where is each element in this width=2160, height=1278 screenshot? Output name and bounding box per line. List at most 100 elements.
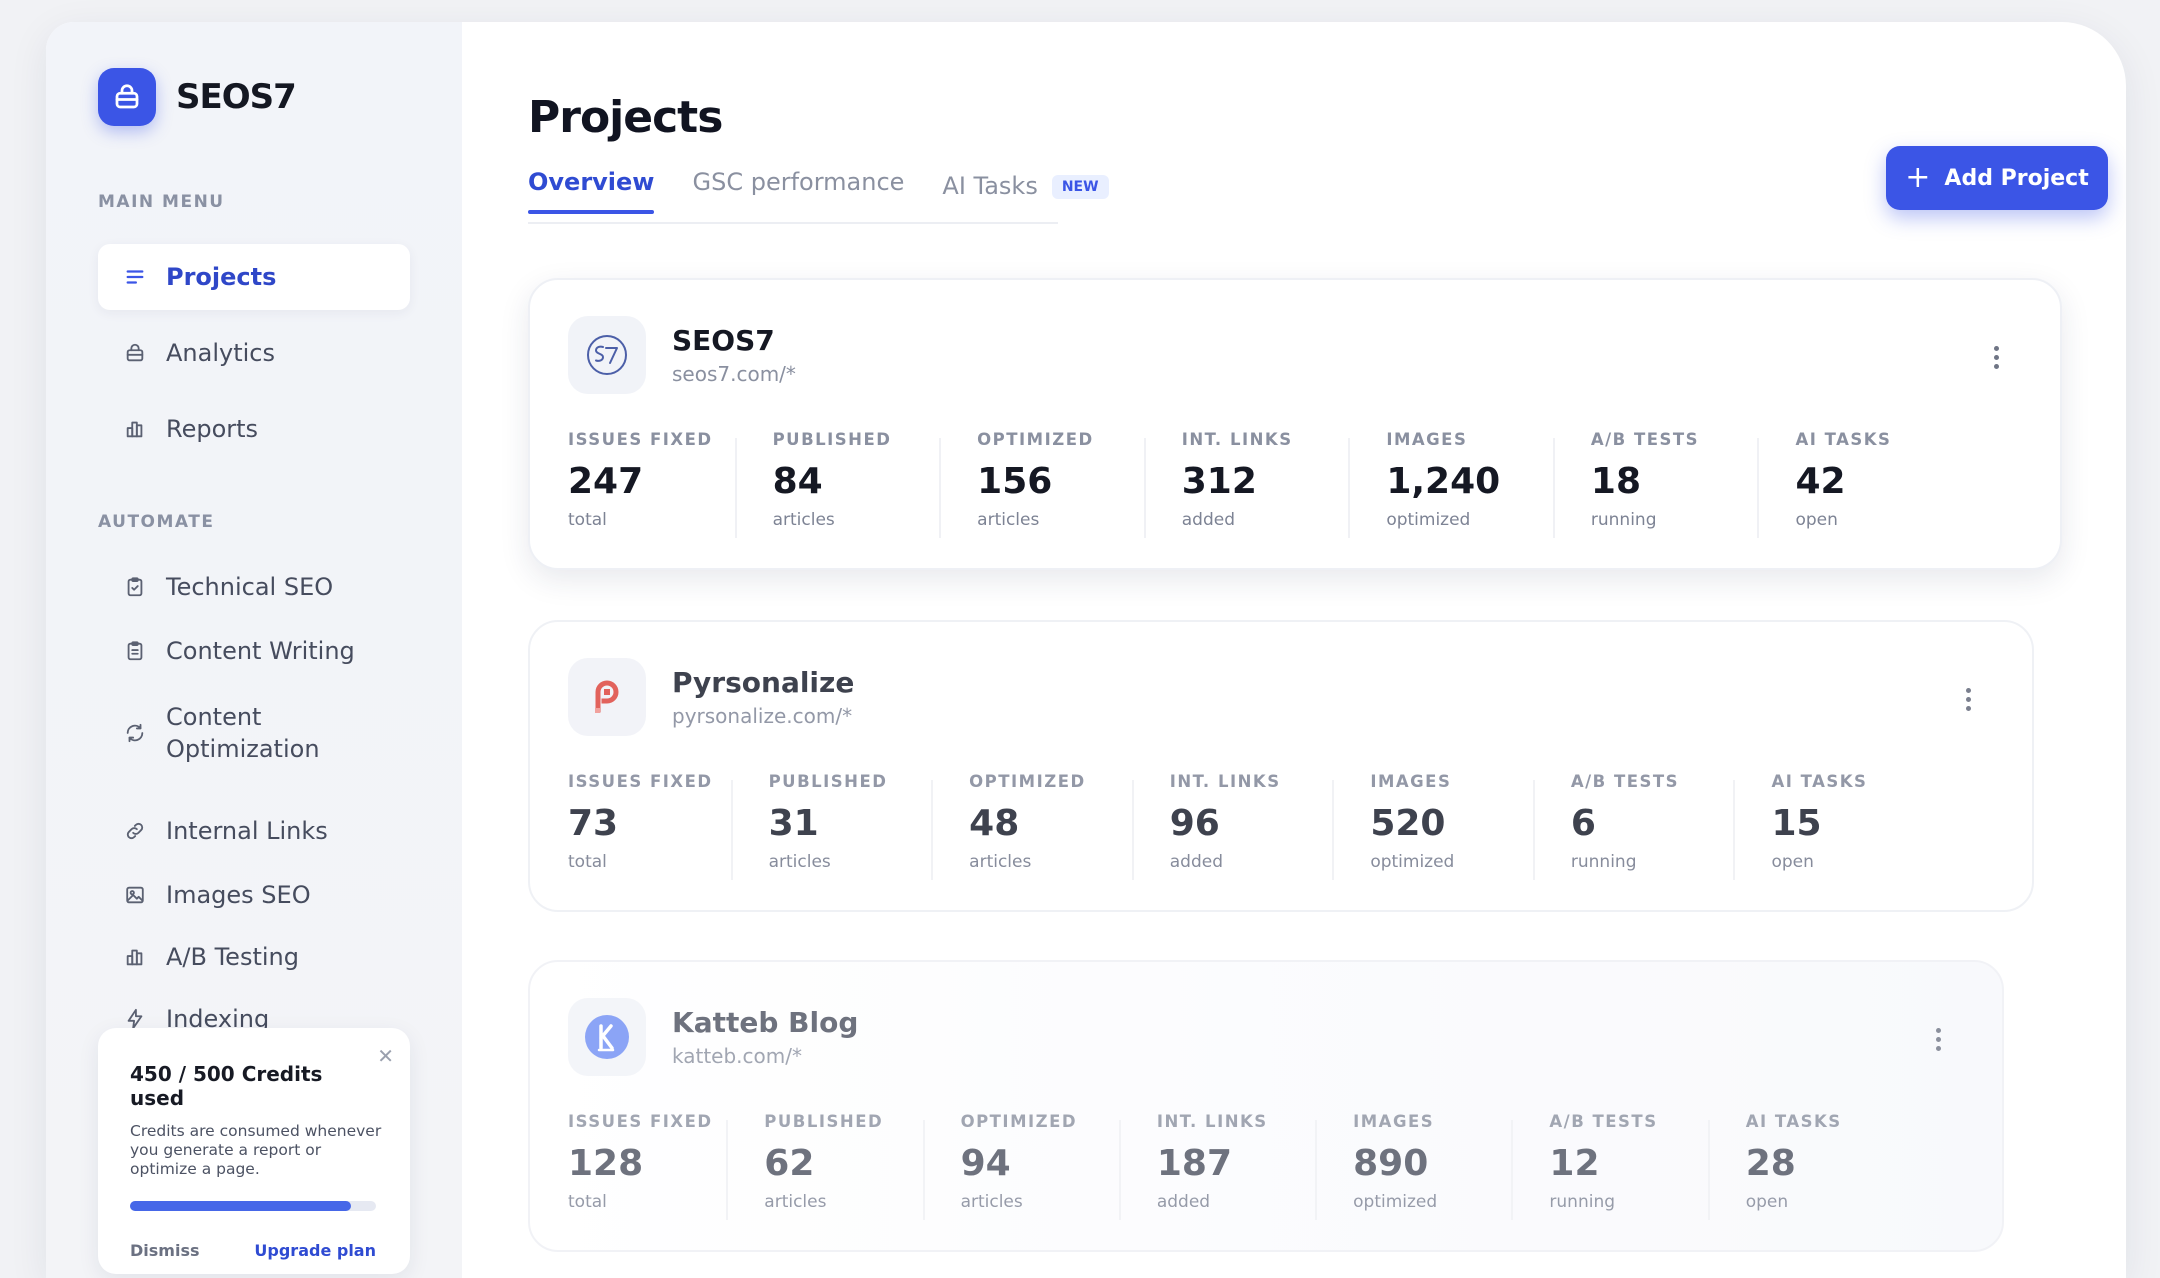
brand-name: SEOS7 [176, 77, 297, 117]
stat-sublabel: added [1169, 852, 1223, 872]
plus-icon: + [1905, 160, 1931, 195]
page-title: Projects [528, 92, 723, 143]
tab-bar: Overview GSC performance AI Tasks NEW [528, 168, 1109, 218]
sidebar-item-reports[interactable]: Reports [98, 396, 410, 462]
credits-progress-bar [130, 1201, 376, 1211]
sidebar-item-label: A/B Testing [166, 943, 299, 971]
stat-column: OPTIMIZED 94 articles [922, 1112, 1157, 1220]
sidebar-item-analytics[interactable]: Analytics [98, 320, 410, 386]
stat-sublabel: running [1570, 852, 1637, 872]
project-name: SEOS7 [672, 324, 775, 357]
stat-divider [922, 1120, 925, 1220]
credits-title: 450 / 500 Credits used [130, 1062, 323, 1110]
more-options-icon[interactable] [1992, 346, 2000, 369]
briefcase-icon [124, 342, 146, 364]
close-icon[interactable]: ✕ [377, 1044, 394, 1068]
stat-column: ISSUES FIXED 73 total [568, 772, 769, 872]
stat-value: 312 [1181, 461, 1257, 502]
clipboard-check-icon [124, 576, 146, 598]
stat-label: IMAGES [1386, 430, 1468, 449]
sidebar-item-label: Internal Links [166, 817, 328, 845]
stat-label: AI TASKS [1795, 430, 1892, 449]
stat-column: INT. LINKS 96 added [1131, 772, 1371, 880]
dismiss-button[interactable]: Dismiss [130, 1241, 200, 1260]
credits-progress-fill [130, 1201, 352, 1211]
stat-sublabel: added [1156, 1192, 1211, 1212]
sidebar-item-projects[interactable]: Projects [98, 244, 410, 310]
stat-sublabel: open [1771, 852, 1814, 872]
stat-label: PUBLISHED [768, 772, 888, 791]
stat-sublabel: articles [977, 510, 1040, 530]
more-options-icon[interactable] [1964, 688, 1972, 711]
sidebar-item-content-optimization[interactable]: Content Optimization [98, 686, 410, 780]
sidebar-item-label: Technical SEO [166, 573, 334, 601]
refresh-icon [124, 722, 146, 744]
stat-column: INT. LINKS 187 added [1118, 1112, 1353, 1220]
tab-label: GSC performance [692, 168, 905, 196]
project-domain: seos7.com/* [672, 362, 796, 386]
project-stats: ISSUES FIXED 247 total PUBLISHED 84 articles O… [568, 430, 2000, 538]
project-stats: ISSUES FIXED 73 total PUBLISHED 31 articles OP… [568, 772, 1972, 880]
sidebar-item-images-seo[interactable]: Images SEO [98, 862, 410, 928]
app-window: SEOS7 MAIN MENU Projects Analytics Repor… [46, 22, 2126, 1278]
stat-value: 48 [969, 803, 1020, 844]
brand-logo[interactable]: SEOS7 [98, 68, 297, 126]
stat-label: IMAGES [1353, 1112, 1435, 1131]
stat-value: 31 [768, 803, 819, 844]
project-stats: ISSUES FIXED 128 total PUBLISHED 62 articles O… [568, 1112, 1942, 1220]
add-project-button[interactable]: + Add Project [1886, 146, 2108, 210]
sidebar-item-label: Content Writing [166, 637, 355, 665]
stat-column: A/B TESTS 6 running [1532, 772, 1772, 880]
tab-ai-tasks[interactable]: AI Tasks NEW [942, 172, 1109, 218]
stat-sublabel: articles [960, 1192, 1023, 1212]
seos7-logo-icon [568, 316, 646, 394]
lightning-icon [124, 1008, 146, 1030]
stat-value: 12 [1549, 1143, 1600, 1184]
stat-divider [1733, 780, 1736, 880]
tab-label: Overview [528, 168, 655, 196]
stat-column: A/B TESTS 18 running [1552, 430, 1796, 538]
tab-overview[interactable]: Overview [528, 168, 655, 214]
stat-value: 520 [1370, 803, 1446, 844]
sidebar-item-technical-seo[interactable]: Technical SEO [98, 554, 410, 620]
stat-sublabel: articles [772, 510, 835, 530]
stat-sublabel: added [1181, 510, 1235, 530]
stat-label: ISSUES FIXED [568, 772, 713, 791]
stat-column: A/B TESTS 12 running [1511, 1112, 1745, 1220]
upgrade-plan-link[interactable]: Upgrade plan [254, 1241, 376, 1260]
stat-value: 73 [568, 803, 619, 844]
stat-divider [730, 780, 733, 880]
stat-column: PUBLISHED 62 articles [726, 1112, 960, 1220]
stat-label: PUBLISHED [772, 430, 892, 449]
sidebar-item-label: Images SEO [166, 881, 311, 909]
tab-gsc-performance[interactable]: GSC performance [692, 168, 904, 214]
stat-label: A/B TESTS [1590, 430, 1700, 449]
stat-value: 156 [977, 461, 1053, 502]
tab-label: AI Tasks [942, 172, 1038, 200]
stat-divider [1332, 780, 1335, 880]
project-card[interactable]: Katteb Blog katteb.com/* ISSUES FIXED 128… [528, 960, 2004, 1252]
stat-sublabel: total [568, 510, 607, 530]
stat-value: 187 [1156, 1143, 1232, 1184]
katteb-logo-icon [568, 998, 646, 1076]
stat-value: 890 [1353, 1143, 1429, 1184]
stat-divider [1348, 438, 1351, 538]
more-options-icon[interactable] [1934, 1028, 1942, 1051]
stat-sublabel: articles [768, 852, 831, 872]
project-card[interactable]: SEOS7 seos7.com/* ISSUES FIXED 247 total PU… [528, 278, 2062, 570]
stat-value: 15 [1771, 803, 1822, 844]
brand-logo-icon [98, 68, 156, 126]
project-card[interactable]: Pyrsonalize pyrsonalize.com/* ISSUES FIX… [528, 620, 2034, 912]
sidebar-item-ab-testing[interactable]: A/B Testing [98, 924, 410, 990]
stat-divider [939, 438, 942, 538]
sidebar-item-label: Content Optimization [166, 703, 320, 763]
stat-column: AI TASKS 15 open [1733, 772, 1972, 880]
project-name: Pyrsonalize [672, 666, 855, 699]
stat-label: AI TASKS [1745, 1112, 1842, 1131]
stat-value: 1,240 [1386, 461, 1501, 502]
sidebar-item-label: Analytics [166, 339, 275, 367]
sidebar-item-internal-links[interactable]: Internal Links [98, 798, 410, 864]
sidebar-item-content-writing[interactable]: Content Writing [98, 618, 410, 684]
link-icon [124, 820, 146, 842]
stat-column: IMAGES 520 optimized [1332, 772, 1571, 880]
